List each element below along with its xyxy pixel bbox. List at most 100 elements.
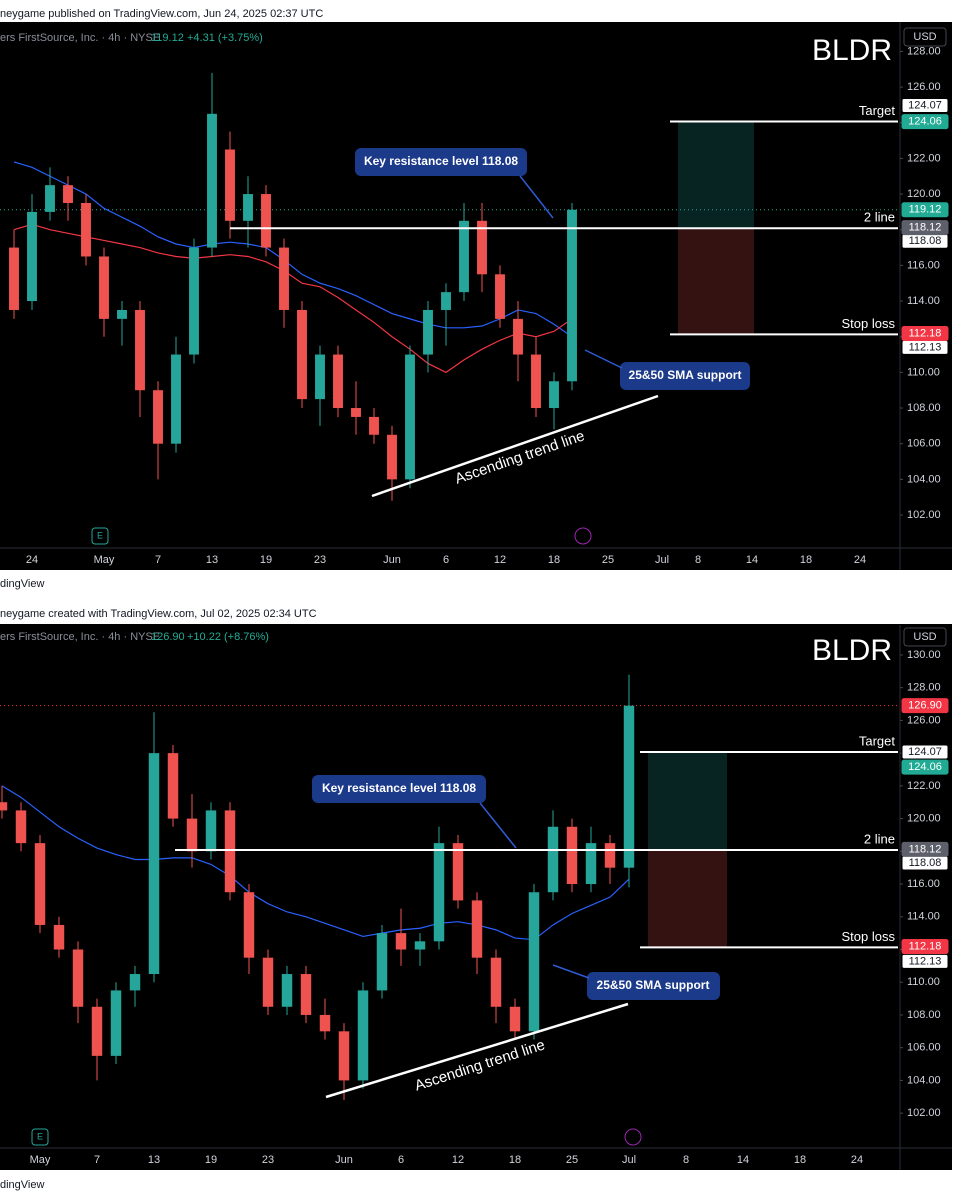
x-tick-label: May xyxy=(30,1154,51,1166)
y-tick-label: 102.00 xyxy=(907,1107,941,1119)
candle-body xyxy=(91,1006,103,1056)
candle-body xyxy=(99,256,109,319)
level-label: Target xyxy=(859,733,896,748)
dividend-icon xyxy=(574,527,592,545)
candle-body xyxy=(333,354,343,409)
level-label: 2 line xyxy=(864,831,895,846)
annotation: Key resistance level 118.08 xyxy=(364,154,518,168)
candle-body xyxy=(357,990,369,1081)
candle-body xyxy=(405,354,415,480)
y-tick-label: 106.00 xyxy=(907,438,941,450)
y-tick-label: 116.00 xyxy=(907,878,940,890)
y-tick-label: 130.00 xyxy=(907,649,941,661)
x-tick-label: 13 xyxy=(206,554,218,566)
x-tick-label: 6 xyxy=(443,554,449,566)
annotation-arrow xyxy=(519,175,554,219)
symbol: ers FirstSource, Inc. · 4h · NYSE xyxy=(0,631,160,643)
level-label: Target xyxy=(859,103,896,118)
candle-body xyxy=(110,990,122,1056)
trend-line xyxy=(371,394,659,498)
candle-body xyxy=(261,194,271,248)
x-tick-label: 23 xyxy=(262,1154,274,1166)
x-tick-label: 18 xyxy=(800,554,812,566)
candle-body xyxy=(452,843,464,901)
x-tick-label: 23 xyxy=(314,554,326,566)
header: neygame created with TradingView.com, Ju… xyxy=(0,608,317,620)
candle-body xyxy=(319,1014,331,1032)
price-box-label: 124.06 xyxy=(908,761,942,773)
price-box-label: 124.07 xyxy=(908,99,942,111)
candle-body xyxy=(531,354,541,409)
moving-average xyxy=(13,223,573,374)
footer: dingView xyxy=(0,578,44,590)
currency: USD xyxy=(913,31,936,43)
candle-body xyxy=(604,843,616,868)
earnings-icon: E xyxy=(37,1131,43,1141)
x-tick-label: 7 xyxy=(94,1154,100,1166)
stop-zone xyxy=(648,849,727,947)
x-tick-label: 24 xyxy=(854,554,866,566)
candle-body xyxy=(395,933,407,950)
x-tick-label: 25 xyxy=(566,1154,578,1166)
currency: USD xyxy=(913,631,936,643)
candle-body xyxy=(53,924,65,950)
annotation: 25&50 SMA support xyxy=(597,978,710,992)
price-box xyxy=(901,97,949,113)
x-tick-label: 24 xyxy=(26,554,38,566)
price-box xyxy=(901,325,949,341)
x-tick-label: 18 xyxy=(509,1154,521,1166)
annotation: Key resistance level 118.08 xyxy=(322,781,476,795)
target-zone xyxy=(648,752,727,850)
price-box xyxy=(901,953,949,969)
price-box-label: 118.12 xyxy=(909,843,942,855)
price-box xyxy=(901,114,949,130)
annotation-box xyxy=(312,775,486,803)
candle-body xyxy=(300,974,312,1015)
x-tick-label: 8 xyxy=(695,554,701,566)
candle-body xyxy=(549,381,559,409)
price-box xyxy=(901,220,949,236)
price-box-label: 119.12 xyxy=(909,204,942,216)
annotation-box xyxy=(620,362,750,390)
currency-box xyxy=(903,627,947,647)
candle-body xyxy=(376,933,388,991)
candle-body xyxy=(471,900,483,958)
x-tick-label: Jul xyxy=(655,554,669,566)
candle-body xyxy=(509,1006,521,1032)
price-box xyxy=(901,939,949,955)
x-tick-label: 8 xyxy=(683,1154,689,1166)
candle-body xyxy=(207,113,217,248)
price: 126.90 xyxy=(151,631,185,643)
level-label: Stop loss xyxy=(842,929,896,944)
candle-body xyxy=(351,408,361,417)
ticker: BLDR xyxy=(812,34,892,67)
symbol: ers FirstSource, Inc. · 4h · NYSE xyxy=(0,32,160,44)
candle-body xyxy=(423,309,433,355)
price-box-label: 112.18 xyxy=(909,940,942,952)
change: +10.22 (+8.76%) xyxy=(187,631,269,643)
y-tick-label: 126.00 xyxy=(907,81,941,93)
candle-body xyxy=(513,318,523,355)
candle-body xyxy=(262,957,274,1007)
price-box-label: 118.08 xyxy=(909,857,942,869)
candle-body xyxy=(81,202,91,257)
x-tick-label: 25 xyxy=(602,554,614,566)
y-tick-label: 122.00 xyxy=(907,780,941,792)
annotation-box xyxy=(355,148,527,176)
earnings-icon xyxy=(31,1128,49,1146)
ticker: BLDR xyxy=(812,634,892,667)
footer: dingView xyxy=(0,1179,44,1191)
annotations: Key resistance level 118.08 25&50 SMA su… xyxy=(31,775,720,1146)
x-tick-label: Jul xyxy=(622,1154,636,1166)
moving-average xyxy=(13,161,573,338)
x-tick-label: Jun xyxy=(335,1154,353,1166)
candle-body xyxy=(387,434,397,480)
candle-body xyxy=(243,194,253,221)
candle-body xyxy=(495,274,505,319)
x-tick-label: 12 xyxy=(494,554,506,566)
moving-average xyxy=(1,785,630,941)
candle-body xyxy=(315,354,325,400)
candle-body xyxy=(171,354,181,444)
price-box xyxy=(901,698,949,714)
candle-body xyxy=(528,892,540,1032)
